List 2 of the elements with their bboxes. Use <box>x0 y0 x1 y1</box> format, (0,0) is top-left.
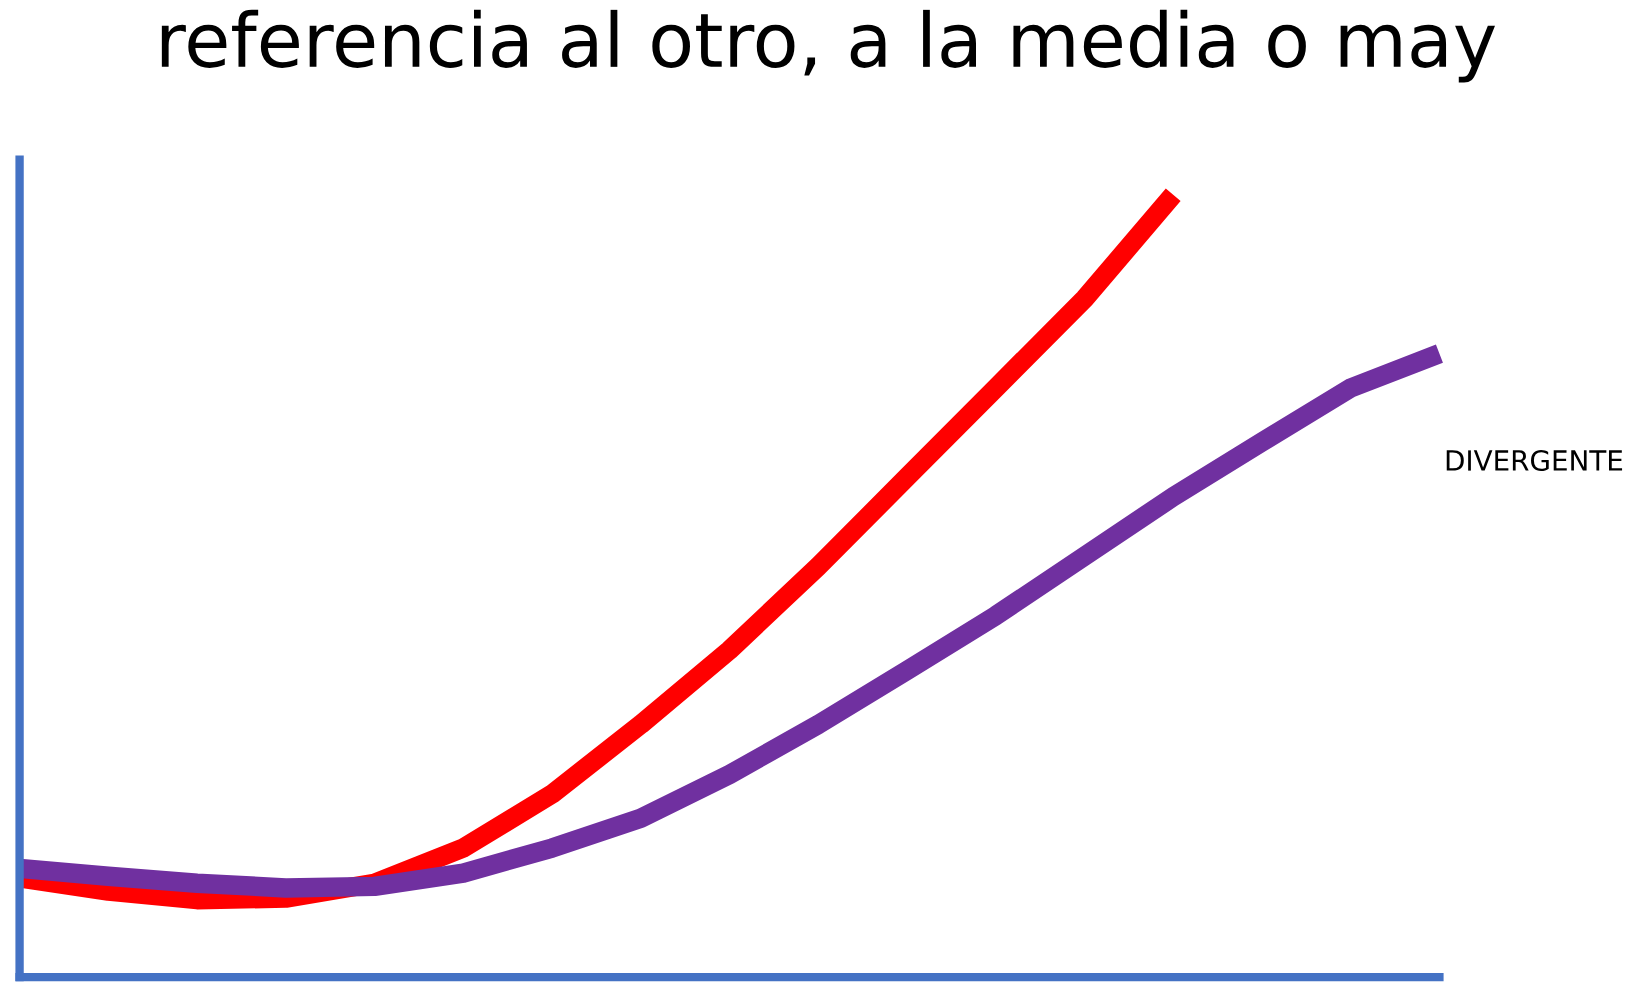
chart-title: referencia al otro, a la media o may <box>161 9 1495 83</box>
text: DIVERGENTE <box>1446 450 1623 472</box>
